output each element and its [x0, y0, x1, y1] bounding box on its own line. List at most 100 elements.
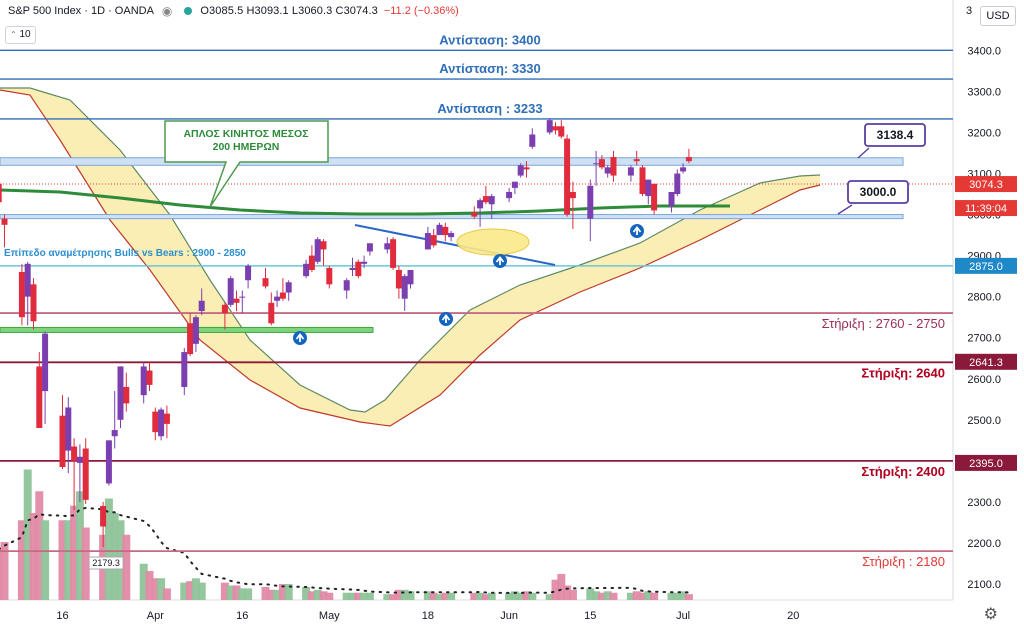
candle-body: [593, 163, 600, 165]
volume-bar: [180, 582, 189, 600]
candle-body: [569, 191, 576, 199]
level-label: Αντίσταση : 3233: [437, 101, 542, 116]
volume-bar: [586, 588, 595, 600]
price-tick-top: 3: [966, 5, 972, 17]
candle-body: [366, 243, 373, 252]
callout-rect: [864, 123, 926, 147]
price-tick: 3400.0: [967, 45, 1001, 57]
volume-bar: [354, 592, 363, 600]
candle-body: [181, 352, 188, 387]
volume-bar: [122, 534, 131, 600]
zone-band: [0, 214, 904, 220]
volume-bar: [667, 592, 676, 600]
volume-bar: [673, 592, 682, 600]
candle-body: [30, 284, 37, 322]
candle-body: [477, 200, 484, 209]
candle-body: [488, 196, 495, 205]
candle-body: [674, 173, 681, 195]
volume-bar: [313, 589, 322, 600]
price-tag-text: 2395.0: [969, 458, 1003, 470]
candle-body: [111, 430, 118, 437]
volume-bar: [481, 594, 490, 600]
indicator-input[interactable]: ⌃ 10: [5, 26, 36, 44]
volume-bar: [441, 592, 450, 600]
volume-bar: [186, 581, 195, 600]
candle-body: [482, 196, 489, 203]
callout-value: 3138.4: [877, 128, 914, 142]
volume-bar: [29, 513, 38, 600]
price-tag: 2395.0: [955, 454, 1017, 471]
candle-body: [651, 183, 658, 211]
volume-bar: [528, 592, 537, 600]
volume-bar: [139, 563, 148, 600]
currency-button[interactable]: USD: [980, 6, 1016, 26]
candle-body: [268, 302, 275, 324]
volume-bar: [348, 592, 357, 600]
green-support-bar: [0, 326, 374, 333]
candle-body: [610, 157, 617, 176]
arrow-glyph: [495, 256, 505, 265]
candle-body: [163, 413, 170, 424]
arrow-glyph: [632, 226, 642, 235]
volume-bar: [35, 491, 44, 600]
volume-bar: [476, 592, 485, 600]
candle-body: [308, 255, 315, 270]
volume-bar: [435, 594, 444, 600]
highlight-ellipse: [456, 228, 530, 256]
price-tick: 2300.0: [967, 497, 1001, 509]
symbol-title[interactable]: S&P 500 Index · 1D · OANDA: [8, 5, 154, 17]
price-tag-bg: [955, 200, 1017, 217]
time-tick: 18: [422, 610, 434, 622]
gear-icon[interactable]: ⚙: [983, 606, 998, 623]
volume-bar: [238, 588, 247, 600]
candle-body: [511, 181, 518, 188]
volume-bar: [406, 591, 415, 600]
up-arrow-icon: [493, 254, 507, 268]
low-label-box: [88, 556, 124, 570]
volume-bar: [522, 591, 531, 600]
candle-body: [187, 323, 194, 355]
low-label: 2179.3: [92, 558, 120, 568]
volume-bar: [638, 592, 647, 600]
candle-body: [279, 292, 286, 299]
callout-pointer: [837, 204, 853, 215]
candle-body: [343, 280, 350, 291]
candle-body: [349, 267, 356, 270]
volume-bar: [284, 584, 293, 600]
volume-bar: [644, 591, 653, 600]
volume-bar: [41, 520, 50, 600]
volume-bar: [609, 592, 618, 600]
volume-bar: [470, 592, 479, 600]
level-label: Στήριξη : 2760 - 2750: [822, 316, 945, 331]
candle-body: [152, 411, 159, 433]
candle-body: [274, 296, 281, 301]
price-tag: 2875.0: [955, 257, 1017, 274]
eye-icon[interactable]: ◉: [161, 4, 173, 18]
volume-bar: [151, 578, 160, 600]
volume-bar: [64, 520, 73, 600]
price-tag-bg: [955, 257, 1017, 274]
market-status-dot: [184, 7, 193, 15]
volume-bar: [81, 527, 90, 600]
up-arrow-icon: [630, 224, 644, 238]
volume-bar: [162, 588, 171, 600]
volume-bar: [568, 589, 577, 600]
volume-bar: [557, 573, 566, 600]
candle-body: [158, 409, 165, 437]
volume-bar: [626, 592, 635, 600]
change-readout: −11.2 (−0.36%): [383, 5, 459, 17]
price-tick: 2500.0: [967, 415, 1001, 427]
volume-bar: [429, 592, 438, 600]
up-arrow-icon: [439, 312, 453, 326]
volume-bar: [244, 588, 253, 600]
callout-box: [164, 120, 329, 208]
time-tick: 16: [56, 610, 68, 622]
candle-body: [668, 191, 675, 207]
volume-bar: [157, 578, 166, 600]
price-axis: 2100.02200.02300.02400.02500.02600.02700…: [966, 5, 1001, 591]
candle-body: [146, 370, 153, 385]
volume-bar: [510, 591, 519, 600]
